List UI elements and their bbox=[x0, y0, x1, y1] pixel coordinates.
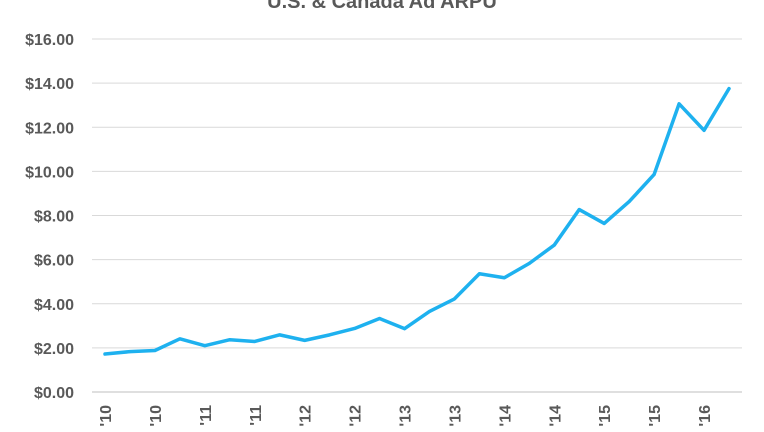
x-tick-label: '12 bbox=[348, 405, 365, 427]
y-tick-label: $2.00 bbox=[34, 341, 74, 358]
x-tick-label: '15 bbox=[647, 405, 664, 427]
data-point bbox=[677, 102, 681, 106]
x-tick-label: '12 bbox=[298, 405, 315, 427]
x-tick-label: '11 bbox=[248, 405, 265, 426]
data-point bbox=[602, 221, 606, 225]
y-axis-tick-labels: $0.00 $2.00 $4.00 $6.00 $8.00 $10.00 $12.00 $14… bbox=[25, 32, 74, 402]
data-point bbox=[627, 200, 631, 204]
data-point bbox=[652, 172, 656, 176]
data-point bbox=[103, 352, 107, 356]
data-point bbox=[253, 339, 257, 343]
x-tick-label: '10 bbox=[148, 405, 165, 427]
x-tick-label: '11 bbox=[198, 405, 215, 426]
x-tick-label: '15 bbox=[597, 405, 614, 427]
data-point bbox=[228, 338, 232, 342]
data-point bbox=[153, 349, 157, 353]
y-tick-label: $0.00 bbox=[34, 385, 74, 402]
plot-area bbox=[103, 86, 731, 356]
data-point bbox=[527, 261, 531, 265]
gridlines bbox=[92, 38, 742, 393]
x-tick-label: '14 bbox=[497, 405, 514, 427]
data-point bbox=[278, 333, 282, 337]
data-point bbox=[477, 272, 481, 276]
data-point bbox=[502, 276, 506, 280]
data-point bbox=[702, 128, 706, 132]
x-tick-label: '13 bbox=[398, 405, 415, 427]
data-point bbox=[353, 326, 357, 330]
data-point bbox=[427, 309, 431, 313]
data-point bbox=[378, 317, 382, 321]
data-point bbox=[203, 344, 207, 348]
data-point bbox=[303, 338, 307, 342]
data-point bbox=[328, 333, 332, 337]
y-tick-label: $14.00 bbox=[25, 76, 74, 93]
data-point bbox=[403, 327, 407, 331]
x-tick-label: '10 bbox=[98, 405, 115, 427]
y-tick-label: $16.00 bbox=[25, 32, 74, 49]
x-tick-label: '16 bbox=[697, 405, 714, 427]
y-tick-label: $8.00 bbox=[34, 209, 74, 226]
y-tick-label: $10.00 bbox=[25, 164, 74, 181]
data-point bbox=[452, 297, 456, 301]
y-tick-label: $4.00 bbox=[34, 297, 74, 314]
x-tick-label: '14 bbox=[547, 405, 564, 427]
y-tick-label: $6.00 bbox=[34, 253, 74, 270]
data-point bbox=[727, 87, 731, 91]
series-line bbox=[103, 86, 731, 356]
x-axis-tick-labels: '10 '10 '11 '11 '12 '12 '13 '13 '14 '14 '15 '15 '16 bbox=[98, 405, 714, 427]
chart-title: U.S. & Canada Ad ARPU bbox=[267, 0, 497, 13]
data-point bbox=[577, 208, 581, 212]
data-point bbox=[552, 243, 556, 247]
y-tick-label: $12.00 bbox=[25, 120, 74, 137]
data-point bbox=[178, 337, 182, 341]
x-tick-label: '13 bbox=[447, 405, 464, 427]
data-point bbox=[128, 350, 132, 354]
